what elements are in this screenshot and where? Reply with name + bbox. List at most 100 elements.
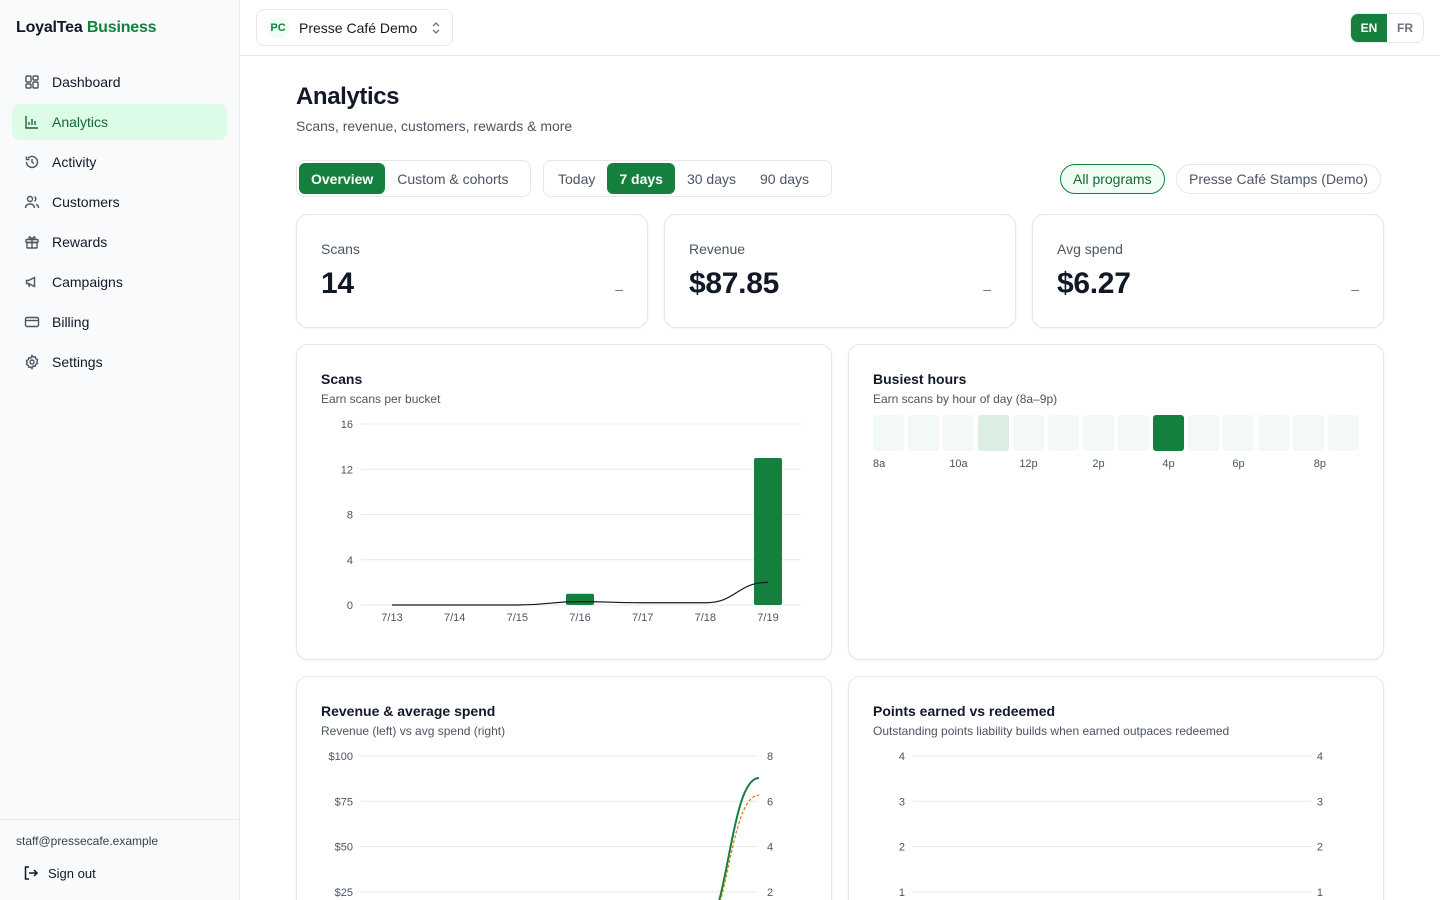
- hour-tick-label: 10a: [949, 458, 968, 470]
- stat-trend: –: [983, 281, 991, 297]
- y-right-tick-label: 1: [1317, 887, 1323, 899]
- y-left-tick-label: $25: [335, 887, 353, 899]
- points-chart-card: Points earned vs redeemed Outstanding po…: [848, 676, 1384, 900]
- sidebar-item-customers[interactable]: Customers: [12, 184, 227, 220]
- y-right-tick-label: 2: [1317, 842, 1323, 854]
- view-tabs: Overview Custom & cohorts: [296, 160, 531, 197]
- hour-cell: [1013, 415, 1044, 451]
- sidebar-item-settings[interactable]: Settings: [12, 344, 227, 380]
- chevron-up-down-icon: [430, 20, 442, 36]
- scans-chart: 0 4 8 12 16 7/13 7/14 7/15 7/16 7/17 7/18 7/19: [341, 419, 801, 624]
- hour-cell: [1223, 415, 1254, 451]
- sidebar-item-activity[interactable]: Activity: [12, 144, 227, 180]
- range-7-days[interactable]: 7 days: [607, 163, 675, 194]
- credit-card-icon: [24, 314, 40, 330]
- hour-cell: [943, 415, 974, 451]
- y-right-tick-label: 4: [1317, 751, 1323, 763]
- hour-cell: [1048, 415, 1079, 451]
- trend-line: [392, 581, 769, 606]
- stat-label: Scans: [321, 241, 360, 257]
- y-left-tick-label: $75: [335, 796, 353, 808]
- card-subtitle: Outstanding points liability builds when…: [873, 724, 1230, 738]
- scans-chart-card: Scans Earn scans per bucket 0 4 8 12 16 7/13 7…: [296, 344, 832, 660]
- brand-name: LoyalTea: [16, 19, 83, 36]
- hour-tick-label: 8a: [873, 458, 886, 470]
- hour-cell: [908, 415, 939, 451]
- sidebar-item-label: Campaigns: [52, 274, 123, 290]
- y-left-tick-label: $50: [335, 842, 353, 854]
- sidebar-item-label: Customers: [52, 194, 120, 210]
- sign-out-button[interactable]: Sign out: [22, 864, 96, 882]
- y-right-tick-label: 4: [767, 842, 773, 854]
- sidebar-nav: Dashboard Analytics Activity Customers R…: [12, 64, 227, 384]
- megaphone-icon: [24, 274, 40, 290]
- x-tick-label: 7/19: [757, 612, 778, 624]
- sidebar-item-campaigns[interactable]: Campaigns: [12, 264, 227, 300]
- x-tick-label: 7/13: [381, 612, 402, 624]
- range-today[interactable]: Today: [558, 170, 596, 187]
- range-90-days[interactable]: 90 days: [760, 170, 810, 187]
- sidebar: LoyalTea Business Dashboard Analytics Ac…: [0, 0, 240, 900]
- business-name: Presse Café Demo: [299, 19, 418, 36]
- lang-en-button[interactable]: EN: [1351, 14, 1387, 42]
- stat-label: Revenue: [689, 241, 746, 257]
- y-tick-label: 16: [341, 419, 353, 431]
- bar: [566, 593, 594, 605]
- card-title: Scans: [321, 371, 363, 387]
- y-left-tick-label: 1: [899, 887, 905, 899]
- stat-trend: –: [1351, 281, 1359, 297]
- avg-spend-line: [719, 794, 760, 900]
- logout-icon: [22, 864, 40, 882]
- page-subtitle: Scans, revenue, customers, rewards & mor…: [296, 118, 573, 134]
- bar: [754, 457, 782, 605]
- x-tick-label: 7/18: [695, 612, 716, 624]
- sidebar-item-rewards[interactable]: Rewards: [12, 224, 227, 260]
- sidebar-item-billing[interactable]: Billing: [12, 304, 227, 340]
- tab-overview[interactable]: Overview: [299, 163, 386, 194]
- y-right-tick-label: 2: [767, 887, 773, 899]
- y-right-tick-label: 3: [1317, 796, 1323, 808]
- y-tick-label: 12: [341, 464, 353, 476]
- business-avatar: PC: [267, 16, 289, 39]
- sidebar-item-dashboard[interactable]: Dashboard: [12, 64, 227, 100]
- hour-cell: [1293, 415, 1324, 451]
- revenue-chart: $100 8 $75 6 $50 4 $25 2: [329, 751, 773, 900]
- stat-value: $87.85: [689, 267, 779, 300]
- user-email: staff@pressecafe.example: [16, 834, 159, 848]
- stat-card-scans: Scans 14 –: [296, 214, 648, 328]
- stat-card-avg-spend: Avg spend $6.27 –: [1032, 214, 1384, 328]
- program-filter-all[interactable]: All programs: [1060, 164, 1165, 194]
- hour-tick-label: 12p: [1019, 458, 1037, 470]
- tab-custom-cohorts[interactable]: Custom & cohorts: [397, 170, 509, 187]
- brand-logo[interactable]: LoyalTea Business: [16, 19, 157, 37]
- sidebar-footer: staff@pressecafe.example Sign out: [0, 819, 239, 900]
- y-right-tick-label: 8: [767, 751, 773, 763]
- business-switcher[interactable]: PC Presse Café Demo: [256, 9, 453, 46]
- brand-accent: Business: [86, 19, 157, 36]
- card-subtitle: Earn scans by hour of day (8a–9p): [873, 392, 1058, 406]
- y-tick-label: 8: [347, 510, 353, 522]
- stat-card-revenue: Revenue $87.85 –: [664, 214, 1016, 328]
- busiest-hours-card: Busiest hours Earn scans by hour of day …: [848, 344, 1384, 660]
- busiest-hours-heatmap: 8a 10a 12p 2p 4p 6p 8p: [873, 415, 1359, 470]
- sidebar-item-label: Activity: [52, 154, 97, 170]
- x-tick-label: 7/17: [632, 612, 653, 624]
- range-30-days[interactable]: 30 days: [686, 170, 736, 187]
- sidebar-item-analytics[interactable]: Analytics: [12, 104, 227, 140]
- grid-icon: [24, 74, 40, 90]
- hour-tick-label: 2p: [1092, 458, 1104, 470]
- bar-chart-icon: [24, 114, 40, 130]
- program-filter-stamps[interactable]: Presse Café Stamps (Demo): [1176, 164, 1381, 194]
- card-subtitle: Revenue (left) vs avg spend (right): [321, 724, 506, 738]
- hour-tick-label: 6p: [1232, 458, 1244, 470]
- lang-fr-button[interactable]: FR: [1397, 21, 1413, 35]
- sidebar-item-label: Rewards: [52, 234, 108, 250]
- y-left-tick-label: 4: [899, 751, 905, 763]
- users-icon: [24, 194, 40, 210]
- card-title: Points earned vs redeemed: [873, 703, 1056, 719]
- card-title: Busiest hours: [873, 371, 967, 387]
- y-tick-label: 4: [347, 555, 353, 567]
- sidebar-item-label: Billing: [52, 314, 90, 330]
- x-tick-label: 7/14: [444, 612, 465, 624]
- sidebar-item-label: Dashboard: [52, 74, 121, 90]
